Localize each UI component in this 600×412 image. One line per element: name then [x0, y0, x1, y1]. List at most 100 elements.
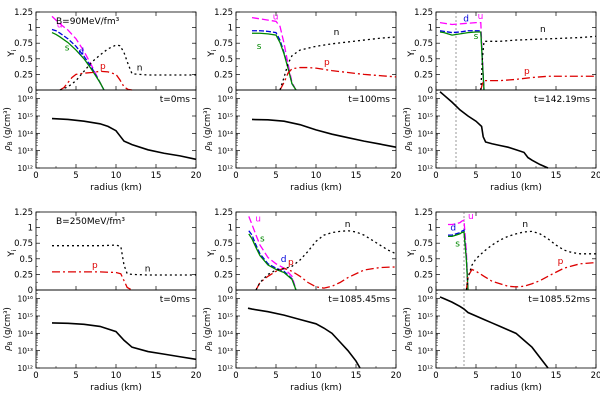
series-u-line [248, 216, 297, 291]
series-n-line [465, 230, 596, 291]
series-d-line [51, 28, 105, 91]
y-tick-label: 10¹⁶ [17, 295, 33, 304]
y-tick-label: 10¹⁴ [17, 329, 33, 338]
density-axis-label-units: (g/cm³) [203, 307, 213, 338]
panel-2: 0 0.25 0.5 0.75 1 1.25 Yi u s p n 10¹² 10¹³ 10¹⁴ 10¹⁵ 1… [203, 8, 401, 193]
y-tick-label: 1 [28, 24, 33, 34]
x-tick-label: 10 [111, 171, 122, 181]
y-tick-label: 10¹⁶ [217, 295, 233, 304]
x-tick-label: 20 [591, 371, 600, 381]
x-tick-label: 10 [511, 171, 522, 181]
panel-3: 0 0.25 0.5 0.75 1 1.25 Yi uds p n 10¹² 10¹³ 10¹⁴ 10¹⁵… [403, 8, 600, 193]
x-tick-label: 5 [273, 171, 278, 181]
series-label-u: u [273, 12, 279, 22]
series-n-line [279, 36, 397, 91]
top-panel-frame [435, 211, 597, 291]
density-axis-label-main: ρ [403, 145, 413, 151]
x-tick-label: 10 [311, 371, 322, 381]
y-tick-label: 0.25 [414, 70, 433, 80]
y-axis-label-sub: i [211, 249, 218, 251]
time-label: t=1085.52ms [528, 295, 590, 305]
density-line [51, 322, 197, 361]
x-axis-label: radius (km) [290, 383, 342, 393]
x-tick-label: 0 [233, 371, 238, 381]
series-label-u: u [478, 12, 484, 22]
y-tick-label: 10¹³ [217, 347, 233, 356]
time-label: t=0ms [160, 95, 191, 105]
x-tick-label: 15 [151, 171, 162, 181]
x-axis-label: radius (km) [90, 383, 142, 393]
y-axis-label-main: Y [7, 51, 17, 58]
series-n-line [59, 44, 196, 91]
y-tick-label: 10¹⁶ [217, 95, 233, 104]
x-tick-label: 5 [473, 371, 478, 381]
series-label-n: n [334, 28, 340, 38]
y-tick-label: 10¹³ [417, 347, 433, 356]
density-axis-label-main: ρ [203, 145, 213, 151]
y-axis-label-main: Y [207, 251, 217, 258]
x-tick-label: 10 [311, 171, 322, 181]
y-tick-label: 0.75 [14, 39, 33, 49]
x-axis-label: radius (km) [490, 383, 542, 393]
x-tick-label: 0 [33, 171, 38, 181]
time-label: t=100ms [348, 95, 390, 105]
series-p-line [480, 75, 596, 91]
x-tick-label: 10 [111, 371, 122, 381]
x-tick-label: 15 [351, 371, 362, 381]
series-label-s: s [257, 42, 262, 52]
density-axis-label-units: (g/cm³) [403, 107, 413, 138]
y-tick-label: 0.75 [414, 239, 433, 249]
series-label-s: s [474, 32, 479, 42]
series-d-line [439, 30, 485, 91]
y-tick-label: 1.25 [414, 208, 433, 218]
y-tick-label: 0 [428, 86, 433, 96]
x-axis-label: radius (km) [90, 183, 142, 193]
series-label-n: n [145, 264, 151, 274]
series-label-u: u [468, 212, 474, 222]
density-axis-label: ρB (g/cm³) [403, 107, 414, 151]
y-tick-label: 10¹⁵ [217, 312, 233, 321]
density-axis-label: ρB (g/cm³) [3, 307, 14, 351]
density-axis-label-sub: B [207, 341, 214, 345]
y-tick-label: 0.25 [14, 270, 33, 280]
y-tick-label: 10¹⁵ [17, 112, 33, 121]
density-axis-label: ρB (g/cm³) [3, 107, 14, 151]
y-axis-label-main: Y [207, 51, 217, 58]
x-tick-label: 15 [151, 371, 162, 381]
y-tick-label: 10¹² [17, 164, 33, 173]
x-tick-label: 20 [591, 171, 600, 181]
x-tick-label: 0 [233, 171, 238, 181]
density-axis-label-sub: B [7, 141, 14, 145]
y-tick-label: 1.25 [214, 208, 233, 218]
series-label-n: n [137, 64, 143, 74]
y-tick-label: 1 [228, 24, 233, 34]
y-tick-label: 0.75 [214, 239, 233, 249]
y-tick-label: 0 [28, 286, 33, 296]
x-tick-label: 15 [551, 171, 562, 181]
y-tick-label: 0 [28, 86, 33, 96]
series-label-p: p [288, 258, 294, 268]
y-tick-label: 10¹⁶ [17, 95, 33, 104]
density-axis-label-main: ρ [403, 345, 413, 351]
y-tick-label: 10¹³ [17, 147, 33, 156]
time-label: t=1085.45ms [328, 295, 390, 305]
y-tick-label: 0.25 [214, 270, 233, 280]
series-s-line [448, 231, 469, 291]
x-tick-label: 0 [433, 171, 438, 181]
y-axis-label-main: Y [407, 51, 417, 58]
density-axis-label-sub: B [207, 141, 214, 145]
series-p-line [465, 261, 597, 291]
y-axis-label: Yi [7, 249, 18, 258]
x-tick-label: 0 [33, 371, 38, 381]
series-label-s: s [65, 44, 70, 54]
y-axis-label-sub: i [211, 49, 218, 51]
y-tick-label: 10¹⁴ [417, 129, 433, 138]
panel-6: 0 0.25 0.5 0.75 1 1.25 Yi u ds p n 10¹² 10¹³ 10¹⁴ 10¹⁵… [403, 208, 600, 393]
panel-5: 0 0.25 0.5 0.75 1 1.25 Yi u d s p n 10¹² 10¹³ 10¹⁴ 10¹⁵… [203, 208, 401, 393]
y-tick-label: 10¹² [417, 164, 433, 173]
series-label-p: p [558, 257, 564, 267]
density-axis-label-sub: B [407, 141, 414, 145]
panel-4: 0 0.25 0.5 0.75 1 1.25 Yi p n B=250MeV/fm³ 10¹² 10¹… [3, 208, 201, 393]
y-axis-label-sub: i [11, 49, 18, 51]
y-tick-label: 0 [228, 286, 233, 296]
